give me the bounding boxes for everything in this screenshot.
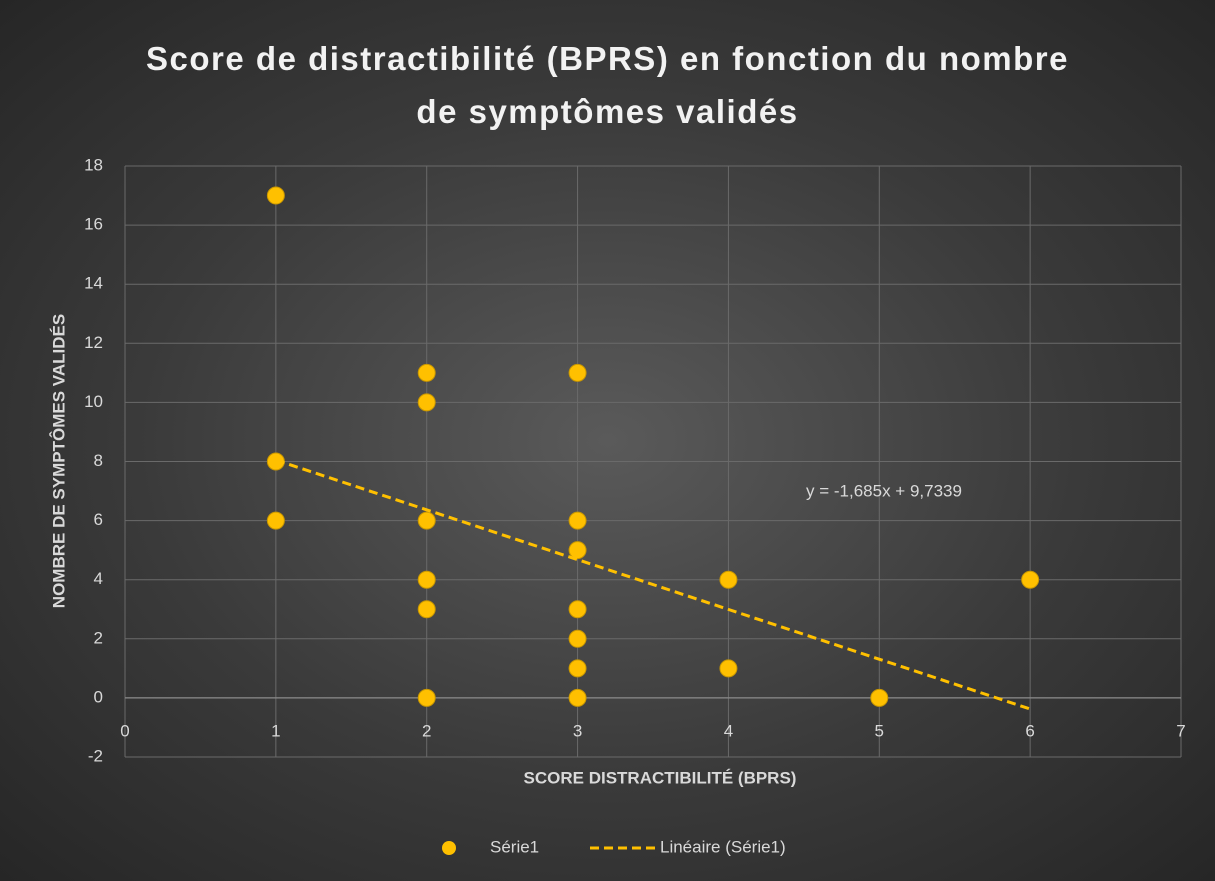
x-tick-label: 0	[120, 721, 129, 740]
y-tick-label: 16	[84, 215, 103, 234]
point	[719, 570, 738, 589]
y-tick-label: 8	[94, 451, 103, 470]
y-tick-label: 4	[94, 569, 103, 588]
point	[568, 600, 587, 619]
point	[417, 600, 436, 619]
point	[568, 629, 587, 648]
x-tick-label: 1	[271, 721, 280, 740]
trendline-equation: y = -1,685x + 9,7339	[806, 481, 962, 500]
chart-title: Score de distractibilité (BPRS) en fonct…	[146, 40, 1069, 130]
point	[417, 511, 436, 530]
point	[568, 363, 587, 382]
x-tick-label: 6	[1025, 721, 1034, 740]
legend-label: Linéaire (Série1)	[660, 837, 786, 856]
y-tick-label: 18	[84, 155, 103, 174]
point	[568, 659, 587, 678]
x-tick-label: 4	[724, 721, 733, 740]
point	[1021, 570, 1040, 589]
x-axis-title: SCORE DISTRACTIBILITÉ (BPRS)	[524, 768, 797, 787]
x-tick-label: 2	[422, 721, 431, 740]
point	[417, 393, 436, 412]
y-tick-label: 2	[94, 628, 103, 647]
point	[870, 688, 889, 707]
y-tick-label: 14	[84, 274, 103, 293]
x-tick-label: 3	[573, 721, 582, 740]
point	[417, 688, 436, 707]
point	[719, 659, 738, 678]
title-box: Score de distractibilité (BPRS) en fonct…	[0, 32, 1215, 138]
legend-marker	[442, 841, 456, 855]
point	[568, 511, 587, 530]
point	[417, 570, 436, 589]
point	[266, 511, 285, 530]
y-tick-label: 6	[94, 510, 103, 529]
x-tick-label: 5	[875, 721, 884, 740]
y-tick-label: -2	[88, 746, 103, 765]
legend-label: Série1	[490, 837, 539, 856]
x-tick-label: 7	[1176, 721, 1185, 740]
point	[417, 363, 436, 382]
y-tick-label: 0	[94, 687, 103, 706]
y-axis-title: NOMBRE DE SYMPTÔMES VALIDÉS	[49, 314, 68, 608]
y-tick-label: 12	[84, 333, 103, 352]
point	[568, 688, 587, 707]
point	[568, 541, 587, 560]
point	[266, 186, 285, 205]
trendline	[275, 458, 1031, 711]
y-tick-label: 10	[84, 392, 103, 411]
